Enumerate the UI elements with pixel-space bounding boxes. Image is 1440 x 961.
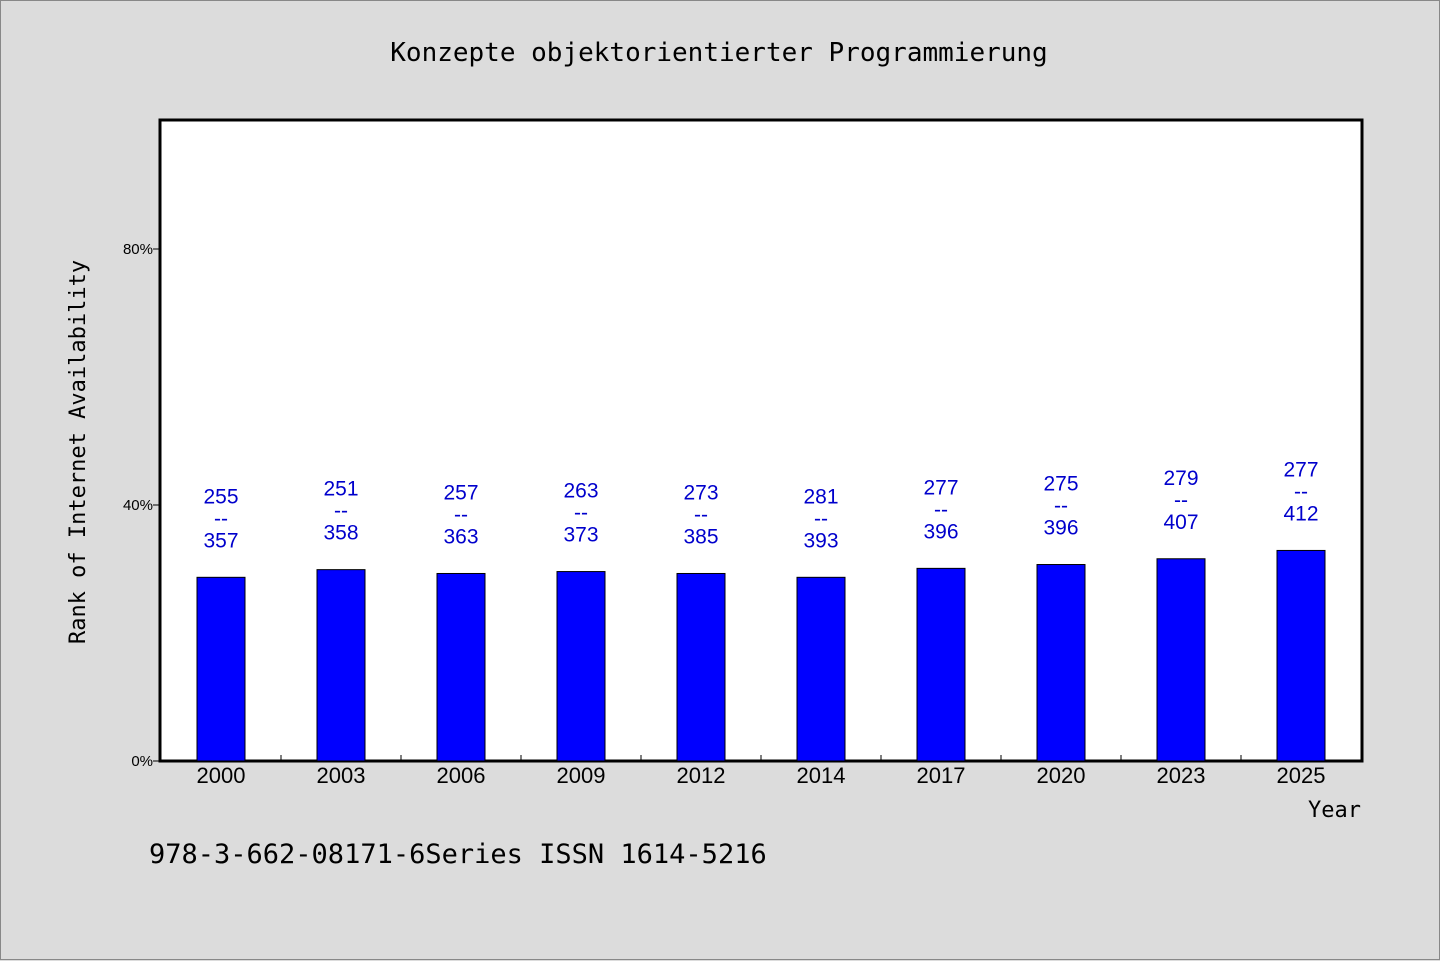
- x-tick-label: 2012: [677, 763, 726, 788]
- x-tick-label: 2003: [317, 763, 366, 788]
- x-tick-label: 2006: [437, 763, 486, 788]
- bar-value-label: --: [574, 502, 588, 525]
- bar-value-label: --: [934, 498, 948, 521]
- y-tick-label: 80%: [123, 241, 153, 258]
- y-tick-label: 0%: [131, 753, 153, 770]
- bar-value-label: 275: [1043, 473, 1078, 496]
- y-axis-label: Rank of Internet Availability: [66, 260, 91, 644]
- bar-value-label: 357: [203, 529, 238, 552]
- bar: [1036, 564, 1086, 762]
- bar-value-label: --: [454, 503, 468, 526]
- bar: [436, 572, 486, 762]
- x-axis: 2000 2003 2006 2009 2012 2014 2017 2020 2023 2025: [197, 755, 1326, 788]
- chart-title: Konzepte objektorientierter Programmieru…: [390, 38, 1047, 68]
- bar-value-label: 407: [1163, 511, 1198, 534]
- bars-group: [196, 549, 1326, 762]
- bar-value-label: --: [1174, 489, 1188, 512]
- bar-value-label: 396: [923, 520, 958, 543]
- bar-value-label: 277: [923, 476, 958, 499]
- bar: [916, 567, 966, 762]
- bar-value-label: 393: [803, 529, 838, 552]
- bar: [316, 569, 366, 762]
- footer-text: 978-3-662-08171-6Series ISSN 1614-5216: [149, 839, 767, 870]
- bar-value-label: 263: [563, 480, 598, 503]
- bar-value-label: --: [694, 503, 708, 526]
- bar: [1156, 558, 1206, 762]
- bar-value-label: 279: [1163, 467, 1198, 490]
- x-tick-label: 2014: [797, 763, 846, 788]
- bar: [1276, 549, 1326, 762]
- x-axis-label: Year: [1308, 798, 1361, 823]
- bar-value-label: 277: [1283, 458, 1318, 481]
- x-tick-label: 2023: [1157, 763, 1206, 788]
- bar-value-label: 251: [323, 478, 358, 501]
- x-tick-label: 2017: [917, 763, 966, 788]
- bar-value-label: 255: [203, 485, 238, 508]
- bar-value-label: 273: [683, 481, 718, 504]
- bar-value-label: --: [214, 507, 228, 530]
- bar-value-label: 363: [443, 525, 478, 548]
- bar-value-label: 396: [1043, 517, 1078, 540]
- y-tick-label: 40%: [123, 497, 153, 514]
- bar: [796, 576, 846, 762]
- bar-value-label: --: [814, 507, 828, 530]
- bar-value-label: 358: [323, 522, 358, 545]
- bar: [676, 572, 726, 762]
- x-tick-label: 2020: [1037, 763, 1086, 788]
- x-tick-label: 2025: [1277, 763, 1326, 788]
- bar-value-label: --: [1294, 480, 1308, 503]
- bar-value-label: --: [1054, 495, 1068, 518]
- x-tick-label: 2009: [557, 763, 606, 788]
- y-axis: 0% 40% 80%: [123, 241, 161, 770]
- bar-value-label: 281: [803, 485, 838, 508]
- bar-value-label: 412: [1283, 502, 1318, 525]
- bar-value-label: --: [334, 500, 348, 523]
- bar-value-label: 257: [443, 481, 478, 504]
- bar-value-labels: 255--357251--358257--363263--373273--385…: [203, 458, 1318, 552]
- bar-value-label: 373: [563, 524, 598, 547]
- bar-value-label: 385: [683, 525, 718, 548]
- x-tick-label: 2000: [197, 763, 246, 788]
- bar: [196, 576, 246, 762]
- bar: [556, 571, 606, 762]
